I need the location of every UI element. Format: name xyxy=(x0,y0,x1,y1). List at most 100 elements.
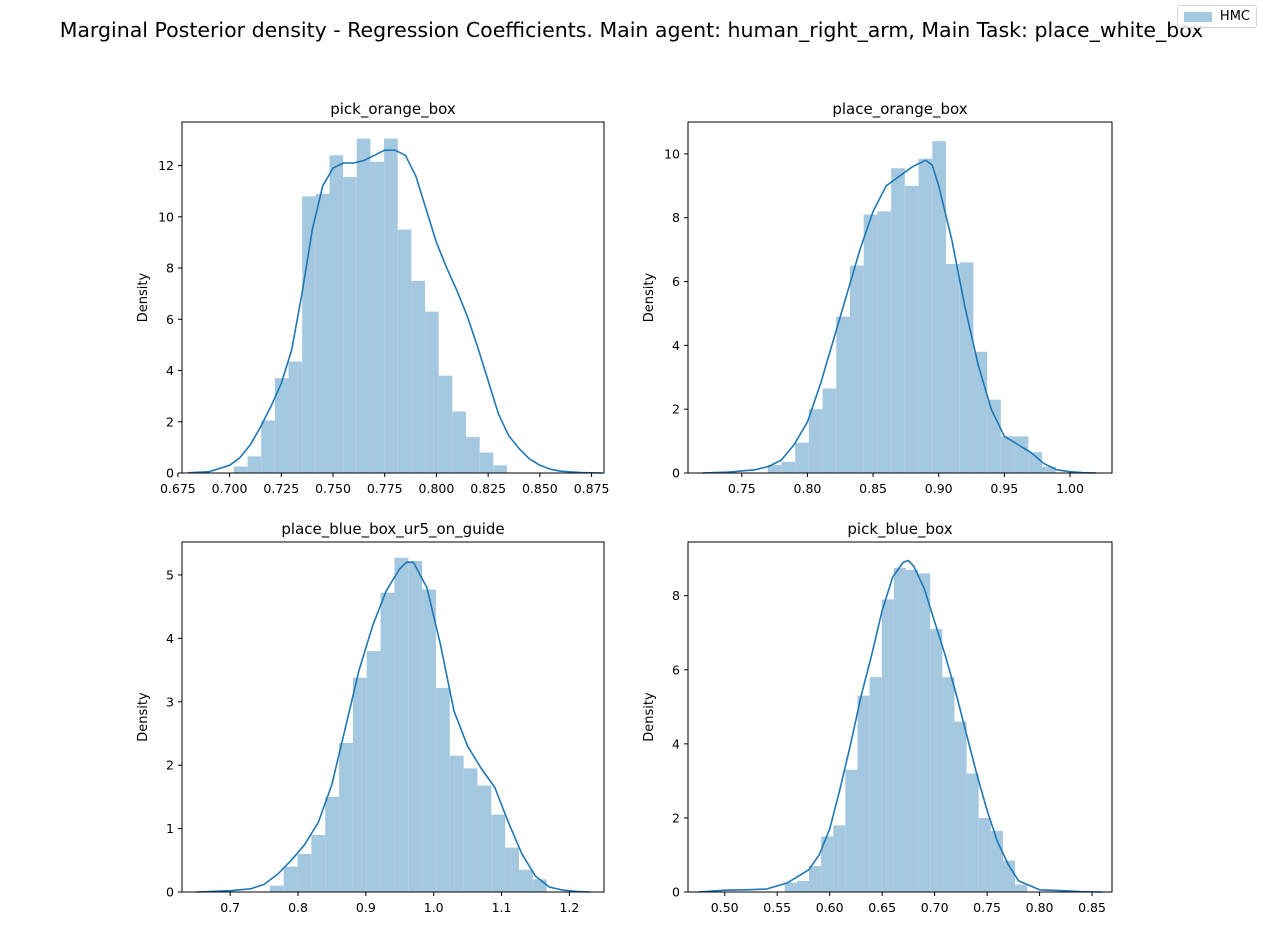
axes-frame xyxy=(181,121,605,474)
histogram-bar xyxy=(411,280,426,473)
legend: HMC xyxy=(1176,5,1257,28)
histogram-bar xyxy=(987,399,1001,473)
histogram-bar xyxy=(918,573,931,892)
histogram-bar xyxy=(370,161,385,473)
histogram-bar xyxy=(822,388,837,473)
histogram-bar xyxy=(311,834,326,892)
x-tick-label: 0.700 xyxy=(212,481,248,496)
x-tick-label: 0.7 xyxy=(220,900,240,915)
histogram-bar xyxy=(532,879,547,892)
x-tick-label: 1.1 xyxy=(492,900,512,915)
axes-frame xyxy=(687,541,1113,893)
y-tick-label: 6 xyxy=(672,274,680,289)
y-axis-label: Density xyxy=(642,692,657,742)
histogram-bar xyxy=(877,211,892,473)
y-tick-label: 1 xyxy=(166,821,174,836)
histogram-bar xyxy=(1002,860,1016,892)
subplot-2: 0.75 0.80 0.85 0.90 0.95 1.00 0 2 4 6 8 10 Density pl… xyxy=(642,100,1113,496)
histogram-bar xyxy=(891,168,905,473)
histogram-bar xyxy=(781,461,796,473)
histogram-bar xyxy=(795,442,809,473)
y-tick-label: 3 xyxy=(166,694,174,709)
histogram-bar xyxy=(833,825,846,892)
histogram-bar xyxy=(397,229,412,473)
subplot-title: place_blue_box_ur5_on_guide xyxy=(281,520,504,539)
histogram-bar xyxy=(477,785,492,892)
subplot-title: pick_orange_box xyxy=(330,100,456,119)
x-tick-label: 0.800 xyxy=(419,481,455,496)
histogram-bar xyxy=(767,465,782,473)
histogram-bar xyxy=(857,695,870,892)
histogram-bar xyxy=(269,885,284,892)
histogram-bar xyxy=(863,214,878,474)
histogram-bar xyxy=(796,880,810,892)
x-tick-label: 0.75 xyxy=(973,900,1001,915)
x-tick-label: 0.775 xyxy=(367,481,403,496)
legend-label: HMC xyxy=(1219,9,1250,24)
histogram-bar xyxy=(449,755,464,892)
histogram-bar xyxy=(288,361,303,473)
histogram-bar xyxy=(836,316,850,473)
histogram-bar xyxy=(384,138,398,473)
histogram-bar xyxy=(261,420,275,473)
histogram-bar xyxy=(784,882,797,892)
histogram-bar xyxy=(1028,452,1043,473)
histogram-bar xyxy=(422,589,436,892)
subplot-title: pick_blue_box xyxy=(847,520,952,539)
legend-swatch xyxy=(1183,11,1212,22)
histogram-bar xyxy=(343,177,357,473)
x-tick-label: 0.85 xyxy=(1078,900,1106,915)
histogram-bar xyxy=(978,817,991,892)
x-tick-label: 0.9 xyxy=(356,900,376,915)
histogram-bar xyxy=(408,561,423,892)
y-tick-label: 6 xyxy=(672,662,680,677)
x-tick-label: 0.70 xyxy=(921,900,949,915)
histogram-bar xyxy=(233,466,248,473)
histogram-bar xyxy=(438,375,453,473)
y-tick-label: 10 xyxy=(664,146,680,161)
histogram-bar xyxy=(966,773,979,892)
x-tick-label: 0.50 xyxy=(711,900,739,915)
histogram-bar xyxy=(959,262,974,473)
histogram-bar xyxy=(808,409,823,473)
figure-title: Marginal Posterior density - Regression … xyxy=(59,18,1204,42)
axes-frame xyxy=(687,121,1113,474)
histogram-bar xyxy=(380,592,395,892)
histogram-bar xyxy=(1000,436,1015,473)
y-tick-label: 4 xyxy=(166,631,174,646)
x-tick-label: 0.80 xyxy=(1026,900,1054,915)
x-tick-label: 0.95 xyxy=(990,481,1018,496)
x-tick-label: 1.0 xyxy=(424,900,444,915)
histogram-bar xyxy=(315,193,330,474)
histogram-bar xyxy=(283,866,298,892)
x-tick-label: 0.675 xyxy=(160,481,196,496)
x-tick-label: 1.2 xyxy=(559,900,579,915)
histogram-bar xyxy=(339,743,353,892)
subplot-3: 0.7 0.8 0.9 1.0 1.1 1.2 0 1 2 3 4 5 Density place_blu… xyxy=(136,520,605,915)
histogram-bar xyxy=(356,138,371,473)
x-tick-label: 0.55 xyxy=(763,900,791,915)
histogram-bar xyxy=(881,599,894,892)
histogram-bar xyxy=(394,557,409,892)
histogram-bar xyxy=(821,836,834,892)
y-tick-label: 2 xyxy=(166,414,174,429)
histogram-bar xyxy=(930,629,943,892)
subplot-4: 0.50 0.55 0.60 0.65 0.70 0.75 0.80 0.85 0 2 4 6 8 Den… xyxy=(642,520,1113,915)
x-tick-label: 0.90 xyxy=(925,481,953,496)
x-tick-label: 0.875 xyxy=(574,481,610,496)
kde-line xyxy=(196,561,590,893)
histogram-bar xyxy=(932,141,947,473)
histogram-bar xyxy=(425,311,439,473)
histogram-bar xyxy=(893,567,906,892)
subplot-title: place_orange_box xyxy=(832,100,967,119)
axes-frame xyxy=(181,541,605,893)
histogram-bar xyxy=(869,677,882,892)
histogram-bar xyxy=(479,452,494,473)
histogram-bar xyxy=(942,677,955,892)
kde-line xyxy=(188,149,602,474)
y-tick-label: 6 xyxy=(166,312,174,327)
histogram-bar xyxy=(954,721,967,892)
histogram-bar xyxy=(329,155,344,473)
